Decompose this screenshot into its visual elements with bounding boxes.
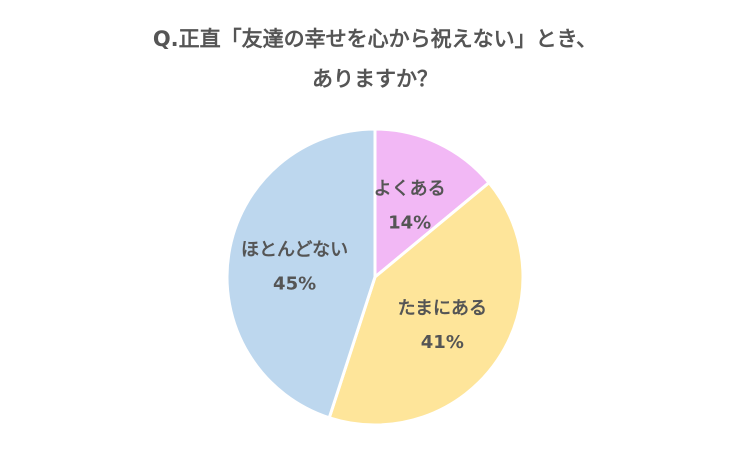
chart-title: Q.正直「友達の幸せを心から祝えない」とき、 [153,27,597,51]
pie-slice [373,127,492,281]
chart-title: ありますか？ [312,67,438,91]
slice-label: たまにある [398,298,487,319]
value-label: 41% [421,332,464,353]
pie-slice [327,180,525,427]
slice-label: ほとんどない [241,239,348,260]
slice-label: よくある [374,178,446,199]
value-label: 14% [388,212,431,233]
value-label: 45% [273,273,316,294]
pie-slice [225,127,377,420]
